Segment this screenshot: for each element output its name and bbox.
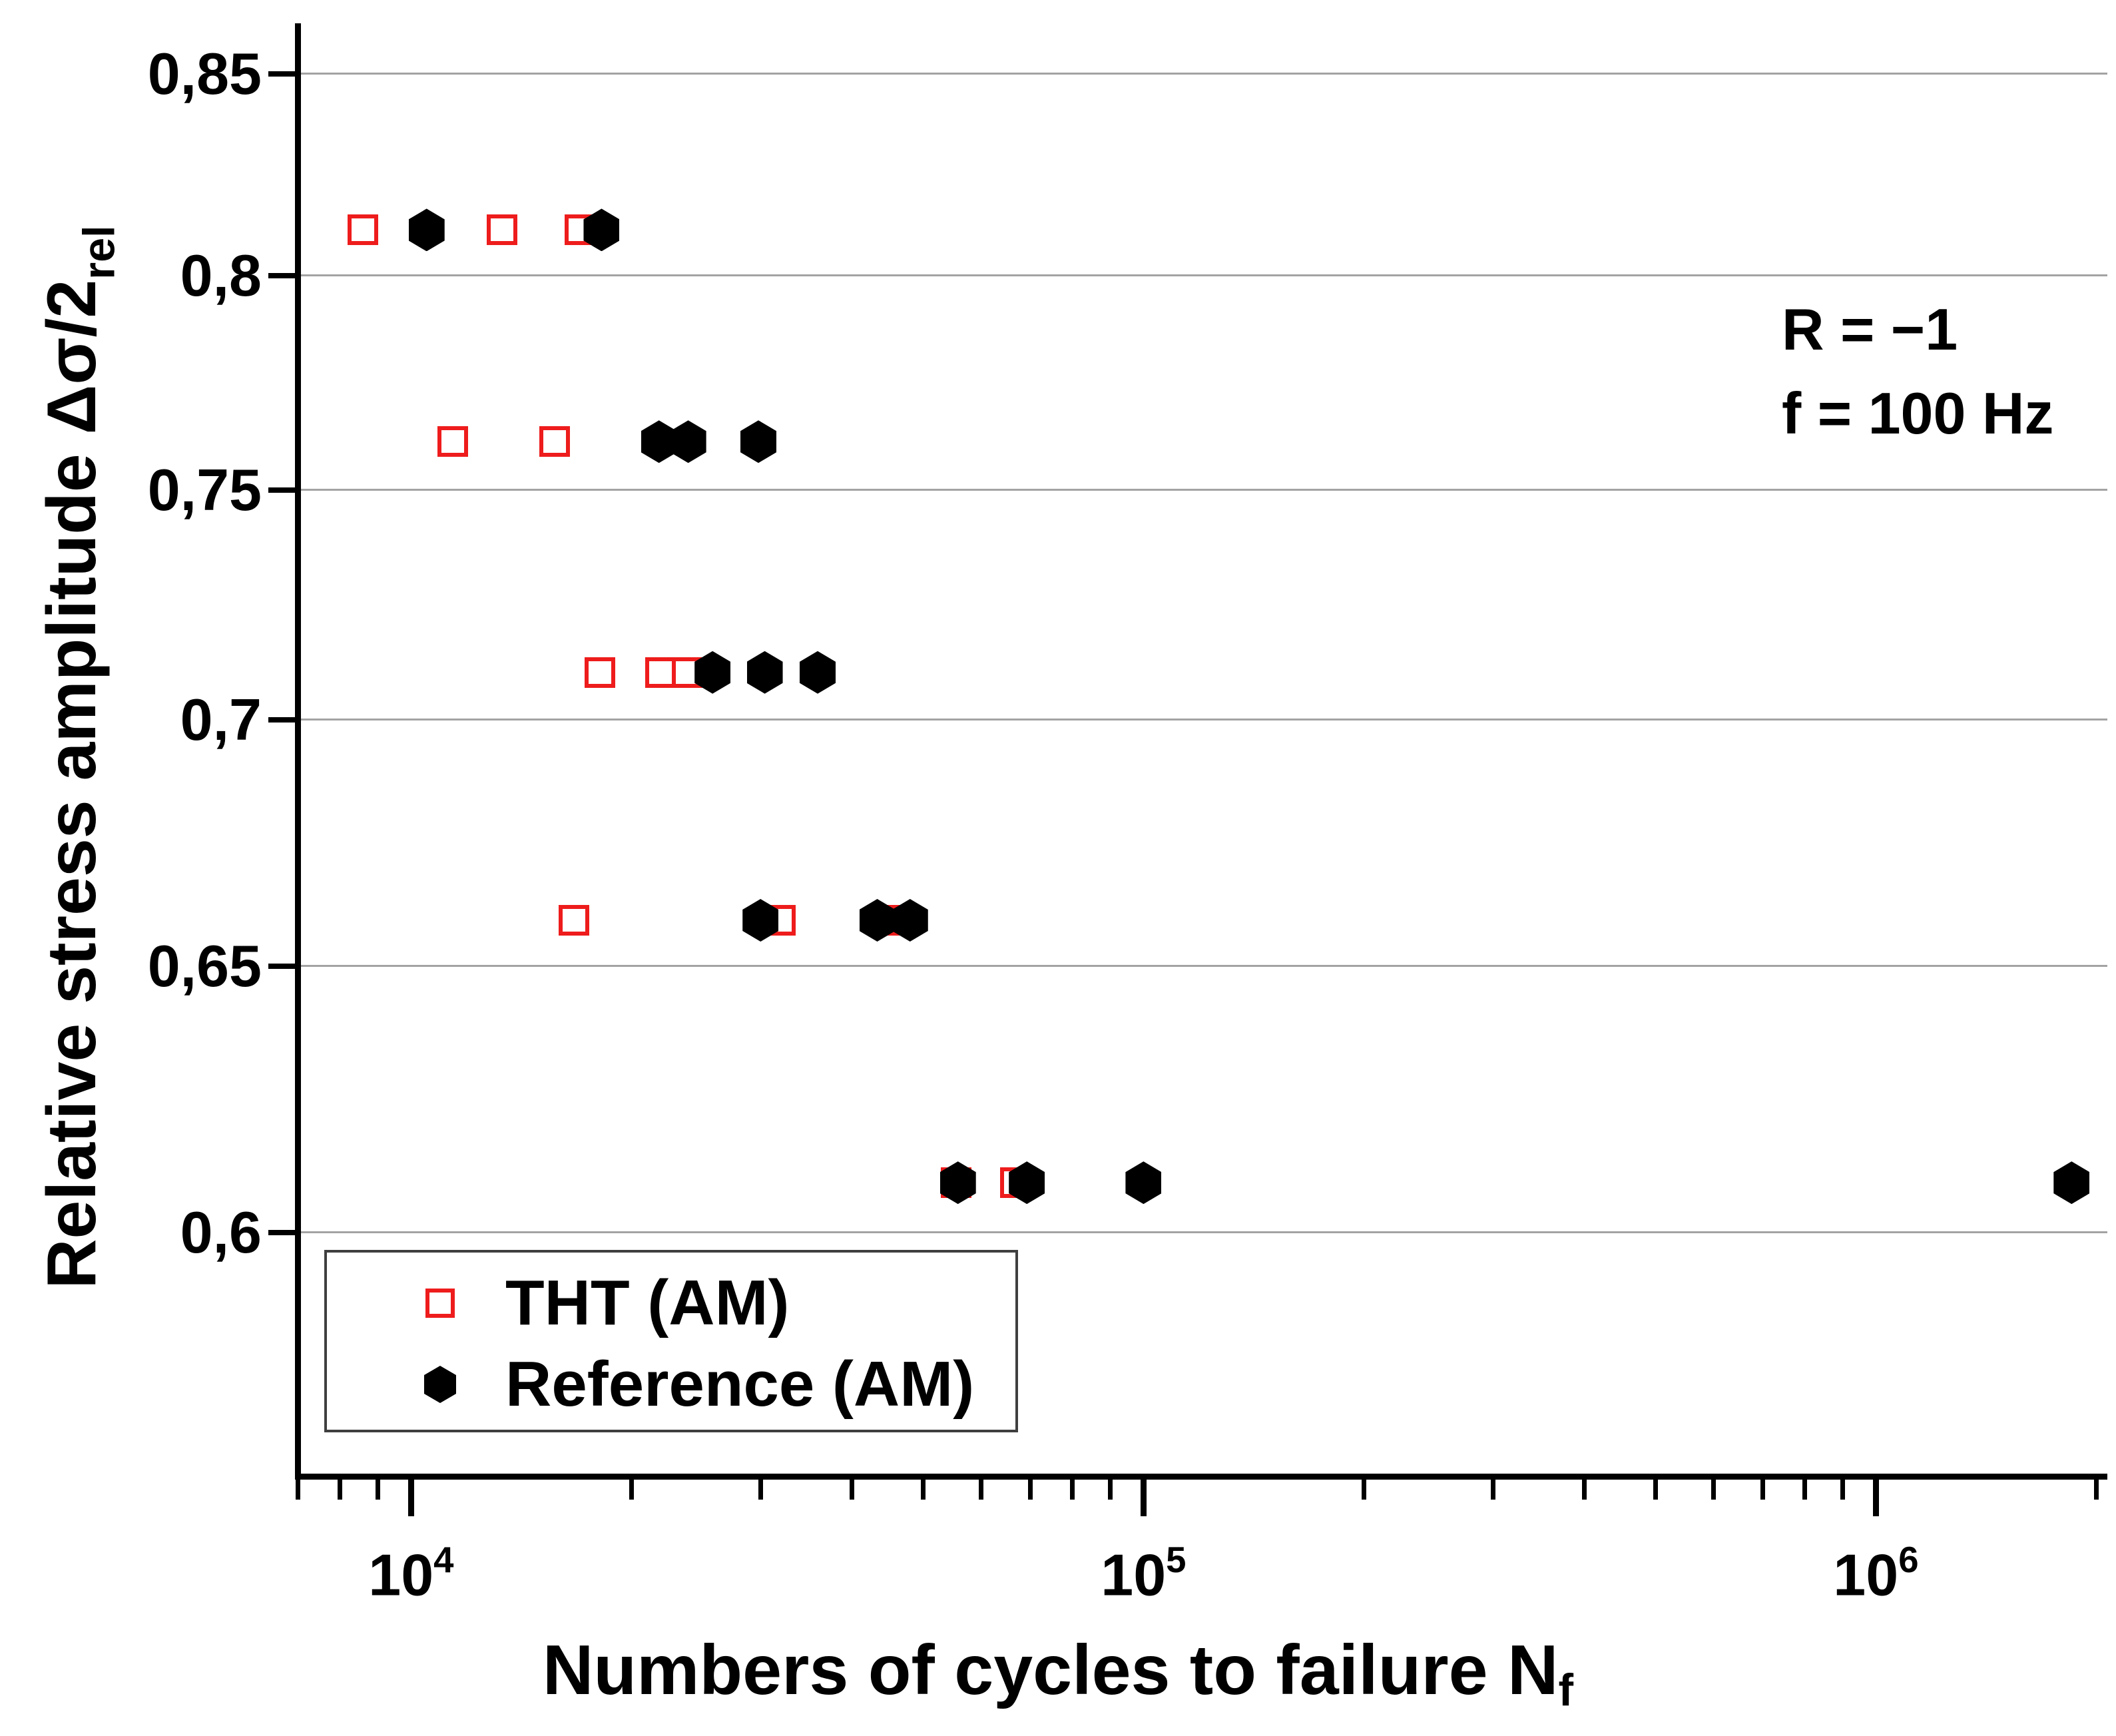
- legend-label-tht: THT (AM): [505, 1267, 790, 1338]
- y-axis-tick: [268, 487, 298, 493]
- annotation-line-r-ratio: R = −1: [1782, 296, 1958, 362]
- legend-row-tht: THT (AM): [327, 1263, 1015, 1343]
- legend-row-reference: Reference (AM): [327, 1344, 1015, 1424]
- x-axis-minor-tick: [1490, 1480, 1495, 1500]
- test-conditions-annotation: R = −1 f = 100 Hz: [1782, 288, 2053, 455]
- x-axis-title-text: Numbers of cycles to failure N: [542, 1631, 1559, 1709]
- y-axis-line: [295, 23, 301, 1480]
- legend-marker-cell: [387, 1344, 507, 1424]
- x-axis-title-subscript: f: [1558, 1665, 1574, 1715]
- x-axis-minor-tick: [920, 1480, 926, 1500]
- y-axis-tick: [268, 272, 298, 278]
- y-tick-label: 0,75: [147, 456, 262, 523]
- y-axis-tick: [268, 1229, 298, 1235]
- legend-box: THT (AM) Reference (AM): [324, 1250, 1018, 1432]
- y-axis-tick: [268, 963, 298, 969]
- annotation-line-frequency: f = 100 Hz: [1782, 380, 2054, 446]
- tht-data-marker: [437, 426, 468, 457]
- x-axis-line: [295, 1474, 2107, 1480]
- tht-data-marker: [559, 905, 590, 936]
- y-axis-title-subscript: rel: [75, 225, 125, 280]
- x-axis-minor-tick: [629, 1480, 635, 1500]
- x-axis-minor-tick: [1711, 1480, 1716, 1500]
- y-tick-label: 0,7: [180, 686, 262, 752]
- x-axis-major-tick: [1872, 1480, 1879, 1516]
- y-tick-label: 0,6: [180, 1199, 262, 1265]
- x-axis-minor-tick: [295, 1480, 300, 1500]
- x-axis-major-tick: [407, 1480, 414, 1516]
- x-tick-label: 105: [1101, 1540, 1187, 1608]
- x-axis-minor-tick: [375, 1480, 380, 1500]
- x-tick-label: 106: [1833, 1540, 1919, 1608]
- x-axis-minor-tick: [1760, 1480, 1765, 1500]
- x-axis-minor-tick: [1362, 1480, 1367, 1500]
- y-axis-title-text: Relative stress amplitude Δσ/2: [33, 279, 111, 1289]
- tht-data-marker: [486, 214, 517, 246]
- reference-data-marker: [746, 651, 783, 694]
- reference-data-marker: [740, 420, 777, 463]
- y-tick-label: 0,65: [147, 932, 262, 999]
- reference-data-marker: [800, 651, 836, 694]
- gridline: [298, 719, 2107, 721]
- x-axis-major-tick: [1140, 1480, 1147, 1516]
- y-tick-label: 0,85: [147, 40, 262, 107]
- x-axis-minor-tick: [1802, 1480, 1808, 1500]
- x-axis-minor-tick: [850, 1480, 855, 1500]
- x-axis-minor-tick: [1582, 1480, 1587, 1500]
- x-axis-minor-tick: [1027, 1480, 1033, 1500]
- y-tick-label: 0,8: [180, 242, 262, 308]
- reference-data-marker: [2053, 1161, 2090, 1205]
- gridline: [298, 73, 2107, 75]
- y-axis-tick: [268, 717, 298, 723]
- x-axis-minor-tick: [2094, 1480, 2099, 1500]
- x-axis-minor-tick: [978, 1480, 983, 1500]
- tht-data-marker: [584, 657, 615, 688]
- x-axis-title: Numbers of cycles to failure Nf: [0, 1630, 2116, 1716]
- reference-data-marker: [1125, 1161, 1162, 1205]
- x-axis-minor-tick: [758, 1480, 763, 1500]
- x-axis-minor-tick: [1840, 1480, 1845, 1500]
- reference-data-marker: [408, 208, 445, 252]
- tht-data-marker: [539, 426, 570, 457]
- x-tick-label: 104: [368, 1540, 454, 1608]
- gridline: [298, 274, 2107, 277]
- gridline: [298, 965, 2107, 968]
- x-axis-minor-tick: [1070, 1480, 1075, 1500]
- y-axis-tick: [268, 71, 298, 77]
- gridline: [298, 1231, 2107, 1234]
- filled-hexagon-marker-icon: [424, 1366, 456, 1403]
- reference-data-marker: [670, 420, 706, 463]
- x-axis-minor-tick: [1653, 1480, 1658, 1500]
- x-axis-minor-tick: [1107, 1480, 1113, 1500]
- legend-marker-cell: [387, 1263, 507, 1343]
- gridline: [298, 489, 2107, 491]
- x-axis-minor-tick: [338, 1480, 343, 1500]
- tht-data-marker: [348, 214, 379, 246]
- y-axis-title: Relative stress amplitude Δσ/2rel: [29, 45, 125, 1470]
- open-square-marker-icon: [425, 1289, 455, 1318]
- legend-label-reference: Reference (AM): [505, 1348, 975, 1420]
